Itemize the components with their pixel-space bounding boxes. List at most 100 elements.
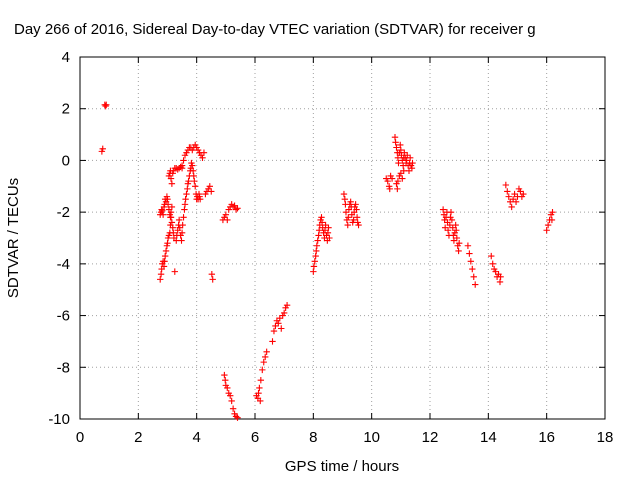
data-point — [234, 205, 241, 212]
data-point — [169, 224, 176, 231]
x-tick-label: 10 — [363, 429, 380, 446]
data-point — [409, 159, 416, 167]
data-point — [505, 193, 512, 200]
data-point — [168, 203, 176, 211]
data-point — [208, 188, 215, 195]
data-point — [394, 177, 402, 185]
data-point — [344, 221, 351, 229]
data-point — [182, 196, 189, 203]
data-point — [232, 413, 240, 420]
data-point — [269, 338, 276, 345]
data-point — [397, 141, 404, 149]
data-point — [183, 190, 190, 198]
data-point — [260, 358, 267, 366]
data-point — [455, 247, 462, 255]
data-point — [262, 353, 269, 361]
data-point — [159, 207, 166, 215]
y-tick-label: -8 — [57, 359, 70, 376]
data-point — [394, 154, 402, 162]
y-tick-label: 2 — [62, 101, 70, 118]
x-tick-label: 8 — [309, 429, 317, 446]
data-point — [229, 405, 237, 412]
data-point — [455, 239, 463, 247]
data-point — [179, 221, 186, 229]
data-points — [98, 101, 556, 421]
data-point — [278, 325, 285, 332]
data-point — [224, 384, 231, 392]
data-point — [171, 268, 178, 275]
data-point — [263, 348, 270, 355]
data-point — [313, 247, 320, 255]
data-point — [520, 190, 527, 198]
data-point — [159, 211, 167, 218]
data-point — [168, 219, 176, 226]
data-point — [464, 242, 472, 249]
data-point — [178, 162, 186, 169]
data-point — [315, 227, 323, 234]
x-tick-label: 18 — [597, 429, 614, 446]
data-point — [157, 276, 164, 283]
data-point — [200, 149, 208, 156]
data-point — [350, 216, 357, 224]
data-point — [232, 206, 240, 213]
data-point — [208, 271, 216, 278]
data-point — [453, 227, 460, 234]
grid-lines — [80, 57, 605, 419]
data-point — [191, 177, 198, 185]
data-point — [311, 258, 318, 265]
data-point — [222, 377, 229, 384]
data-point — [469, 265, 476, 273]
data-point — [160, 263, 168, 270]
data-point — [228, 397, 235, 405]
x-tick-label: 16 — [538, 429, 555, 446]
data-point — [164, 239, 171, 247]
data-point — [206, 183, 213, 190]
data-point — [467, 258, 475, 265]
data-point — [199, 154, 206, 162]
y-tick-label: -10 — [48, 411, 70, 428]
data-point — [393, 144, 400, 151]
y-tick-label: 4 — [62, 49, 70, 66]
data-point — [310, 263, 318, 270]
data-point — [504, 188, 511, 195]
data-point — [549, 208, 556, 216]
plot-frame — [79, 56, 606, 420]
data-point — [180, 214, 187, 221]
data-point — [209, 276, 216, 283]
data-point — [161, 258, 168, 265]
data-point — [178, 237, 185, 244]
data-point — [256, 384, 263, 392]
data-point — [196, 196, 204, 203]
data-point — [157, 271, 165, 278]
data-point — [318, 219, 326, 226]
data-point — [543, 227, 550, 234]
data-point — [275, 320, 282, 327]
data-point — [181, 201, 189, 208]
data-point — [384, 177, 391, 185]
data-point — [512, 198, 520, 205]
x-tick-label: 14 — [480, 429, 497, 446]
data-point — [388, 175, 396, 182]
data-point — [224, 216, 231, 224]
data-point — [391, 133, 399, 141]
data-point — [466, 250, 473, 257]
data-point — [255, 389, 262, 397]
data-point — [310, 268, 317, 275]
data-point — [400, 167, 407, 174]
data-point — [192, 183, 199, 190]
data-point — [470, 273, 477, 280]
data-point — [395, 159, 402, 167]
data-point — [489, 260, 496, 268]
data-point — [326, 234, 333, 242]
data-point — [102, 102, 109, 110]
data-point — [548, 216, 556, 224]
data-point — [175, 216, 183, 224]
data-point — [180, 157, 187, 164]
data-point — [167, 214, 175, 221]
data-point — [270, 327, 278, 335]
data-point — [355, 221, 362, 229]
y-axis-ticks: -10 -8 -6 -4 -2 0 2 4 — [48, 49, 605, 428]
data-point — [162, 247, 170, 255]
data-point — [452, 221, 459, 229]
